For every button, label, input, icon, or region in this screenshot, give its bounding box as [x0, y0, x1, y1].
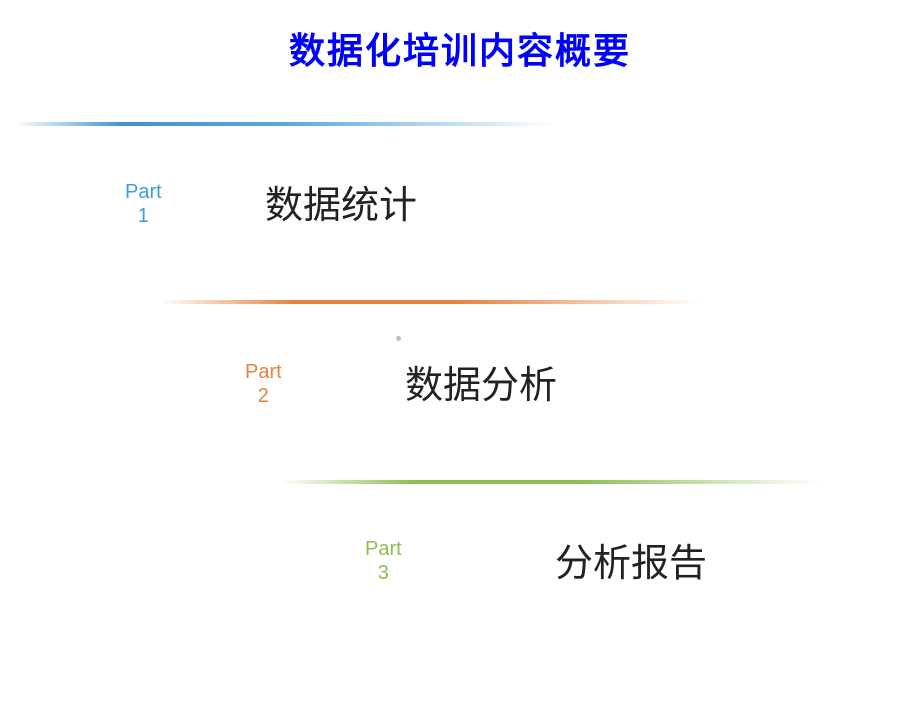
part-1-prefix: Part — [125, 181, 162, 203]
part-3-label: Part 3 — [365, 537, 402, 585]
part-1-label: Part 1 — [125, 180, 162, 228]
divider-part-2 — [160, 300, 700, 304]
section-2-title: 数据分析 — [405, 354, 557, 409]
part-1-number: 1 — [125, 204, 162, 228]
decorative-dot — [396, 336, 401, 341]
part-3-number: 3 — [365, 561, 402, 585]
part-2-number: 2 — [245, 384, 282, 408]
divider-part-1 — [15, 122, 555, 126]
page-title: 数据化培训内容概要 — [0, 22, 920, 74]
divider-part-3 — [280, 480, 820, 484]
part-2-prefix: Part — [245, 361, 282, 383]
section-1-title: 数据统计 — [265, 174, 417, 229]
part-3-prefix: Part — [365, 538, 402, 560]
part-2-label: Part 2 — [245, 360, 282, 408]
section-3-title: 分析报告 — [555, 532, 707, 587]
